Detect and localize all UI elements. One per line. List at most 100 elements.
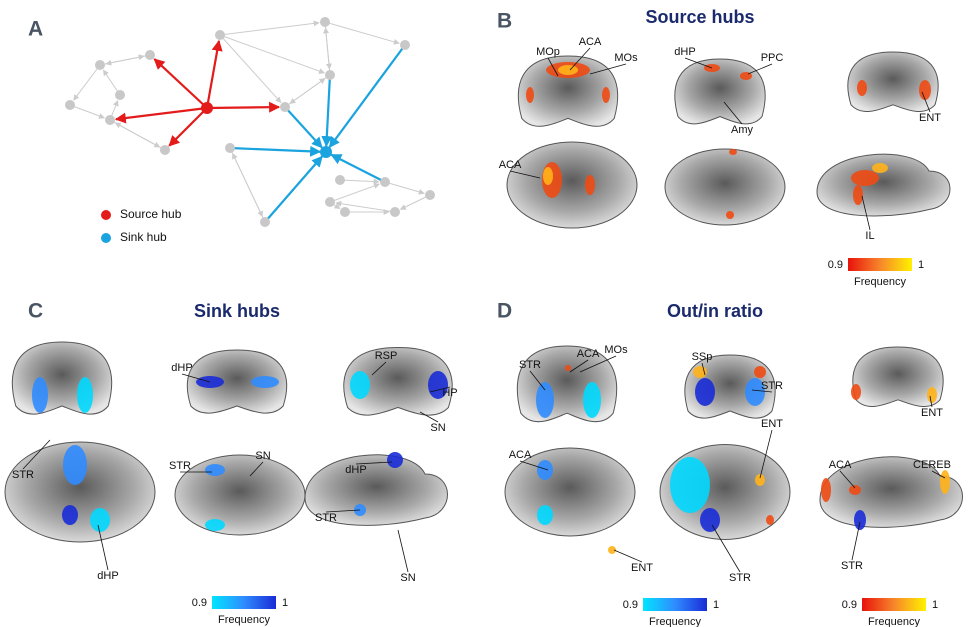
activation <box>695 378 715 406</box>
activation <box>543 167 553 185</box>
edge <box>385 182 424 193</box>
colorbar-min: 0.9 <box>842 599 857 611</box>
node <box>260 217 270 227</box>
activation <box>849 485 861 495</box>
region-label: ACA <box>579 36 602 48</box>
activation <box>940 470 950 494</box>
colorbar-min: 0.9 <box>623 599 638 611</box>
activation <box>766 515 774 525</box>
activation <box>851 170 879 186</box>
panel-title: Sink hubs <box>194 301 280 321</box>
colorbar-max: 1 <box>713 599 719 611</box>
panel-letter: A <box>28 18 43 41</box>
region-label: STR <box>729 572 751 584</box>
edge <box>326 28 330 75</box>
edge <box>330 45 405 147</box>
brain-section <box>675 59 765 124</box>
region-label: SN <box>255 450 270 462</box>
region-label: RSP <box>375 350 398 362</box>
leader-line <box>852 522 860 560</box>
brain-section <box>817 154 950 216</box>
colorbar-min: 0.9 <box>828 259 843 271</box>
region-label: SN <box>400 572 415 584</box>
activation <box>558 65 578 75</box>
edge <box>74 65 100 100</box>
panel-title: Out/in ratio <box>667 301 763 321</box>
activation <box>670 457 710 513</box>
brain-images <box>5 52 963 554</box>
brain-section <box>175 455 305 535</box>
colorbar <box>643 598 707 611</box>
region-label: dHP <box>345 464 366 476</box>
colorbar-label: Frequency <box>649 616 701 627</box>
activation <box>853 185 863 205</box>
region-label: SSp <box>692 351 713 363</box>
leader-line <box>614 550 642 562</box>
region-label: ACA <box>509 449 532 461</box>
node <box>325 70 335 80</box>
region-label: ENT <box>631 562 653 574</box>
activation <box>63 445 87 485</box>
activation <box>583 382 601 418</box>
region-label: STR <box>519 359 541 371</box>
activation <box>536 382 554 418</box>
panel-letter: D <box>497 300 512 323</box>
figure: Source hubSink hubABCDSource hubsSink hu… <box>0 0 971 627</box>
edge <box>285 107 322 148</box>
region-label: ENT <box>919 112 941 124</box>
edge <box>116 108 207 119</box>
edge <box>106 55 150 64</box>
edge <box>330 184 379 202</box>
sink-hub-node <box>320 146 332 158</box>
colorbar-min: 0.9 <box>192 597 207 609</box>
edge <box>115 123 165 150</box>
region-label: PPC <box>761 52 784 64</box>
activation <box>854 510 866 530</box>
panel-letter: B <box>497 10 512 33</box>
node <box>320 17 330 27</box>
activation <box>754 366 766 378</box>
region-label: IL <box>865 230 874 242</box>
source-hub-node <box>201 102 213 114</box>
region-label: MOs <box>614 52 638 64</box>
activation <box>565 365 571 371</box>
colorbar-max: 1 <box>918 259 924 271</box>
panel-title: Source hubs <box>645 7 754 27</box>
activation <box>821 478 831 502</box>
edge <box>220 23 319 35</box>
activation <box>350 371 370 399</box>
activation <box>62 505 78 525</box>
node <box>145 50 155 60</box>
region-label: STR <box>761 380 783 392</box>
activation <box>251 376 279 388</box>
node <box>105 115 115 125</box>
edge <box>230 148 320 152</box>
edge <box>220 35 324 73</box>
edge <box>70 105 104 118</box>
region-label: SN <box>430 422 445 434</box>
activation <box>693 366 707 378</box>
colorbar <box>862 598 926 611</box>
region-label: dHP <box>171 362 192 374</box>
activation <box>927 387 937 403</box>
activation <box>857 80 867 96</box>
activation <box>387 452 403 468</box>
edge <box>207 107 279 108</box>
edge <box>207 41 219 108</box>
node <box>335 175 345 185</box>
edge <box>285 78 325 107</box>
annotations: Source hubSink hubABCDSource hubsSink hu… <box>12 7 951 627</box>
activation <box>726 211 734 219</box>
legend-swatch <box>101 233 111 243</box>
colorbar-label: Frequency <box>868 616 920 627</box>
edge <box>230 148 262 217</box>
edge <box>265 157 322 222</box>
leader-line <box>398 530 408 572</box>
region-label: dHP <box>97 570 118 582</box>
brain-section <box>665 149 785 225</box>
activation <box>700 508 720 532</box>
activation <box>729 149 737 155</box>
colorbar-label: Frequency <box>218 614 270 626</box>
colorbar-max: 1 <box>282 597 288 609</box>
activation <box>919 80 931 100</box>
